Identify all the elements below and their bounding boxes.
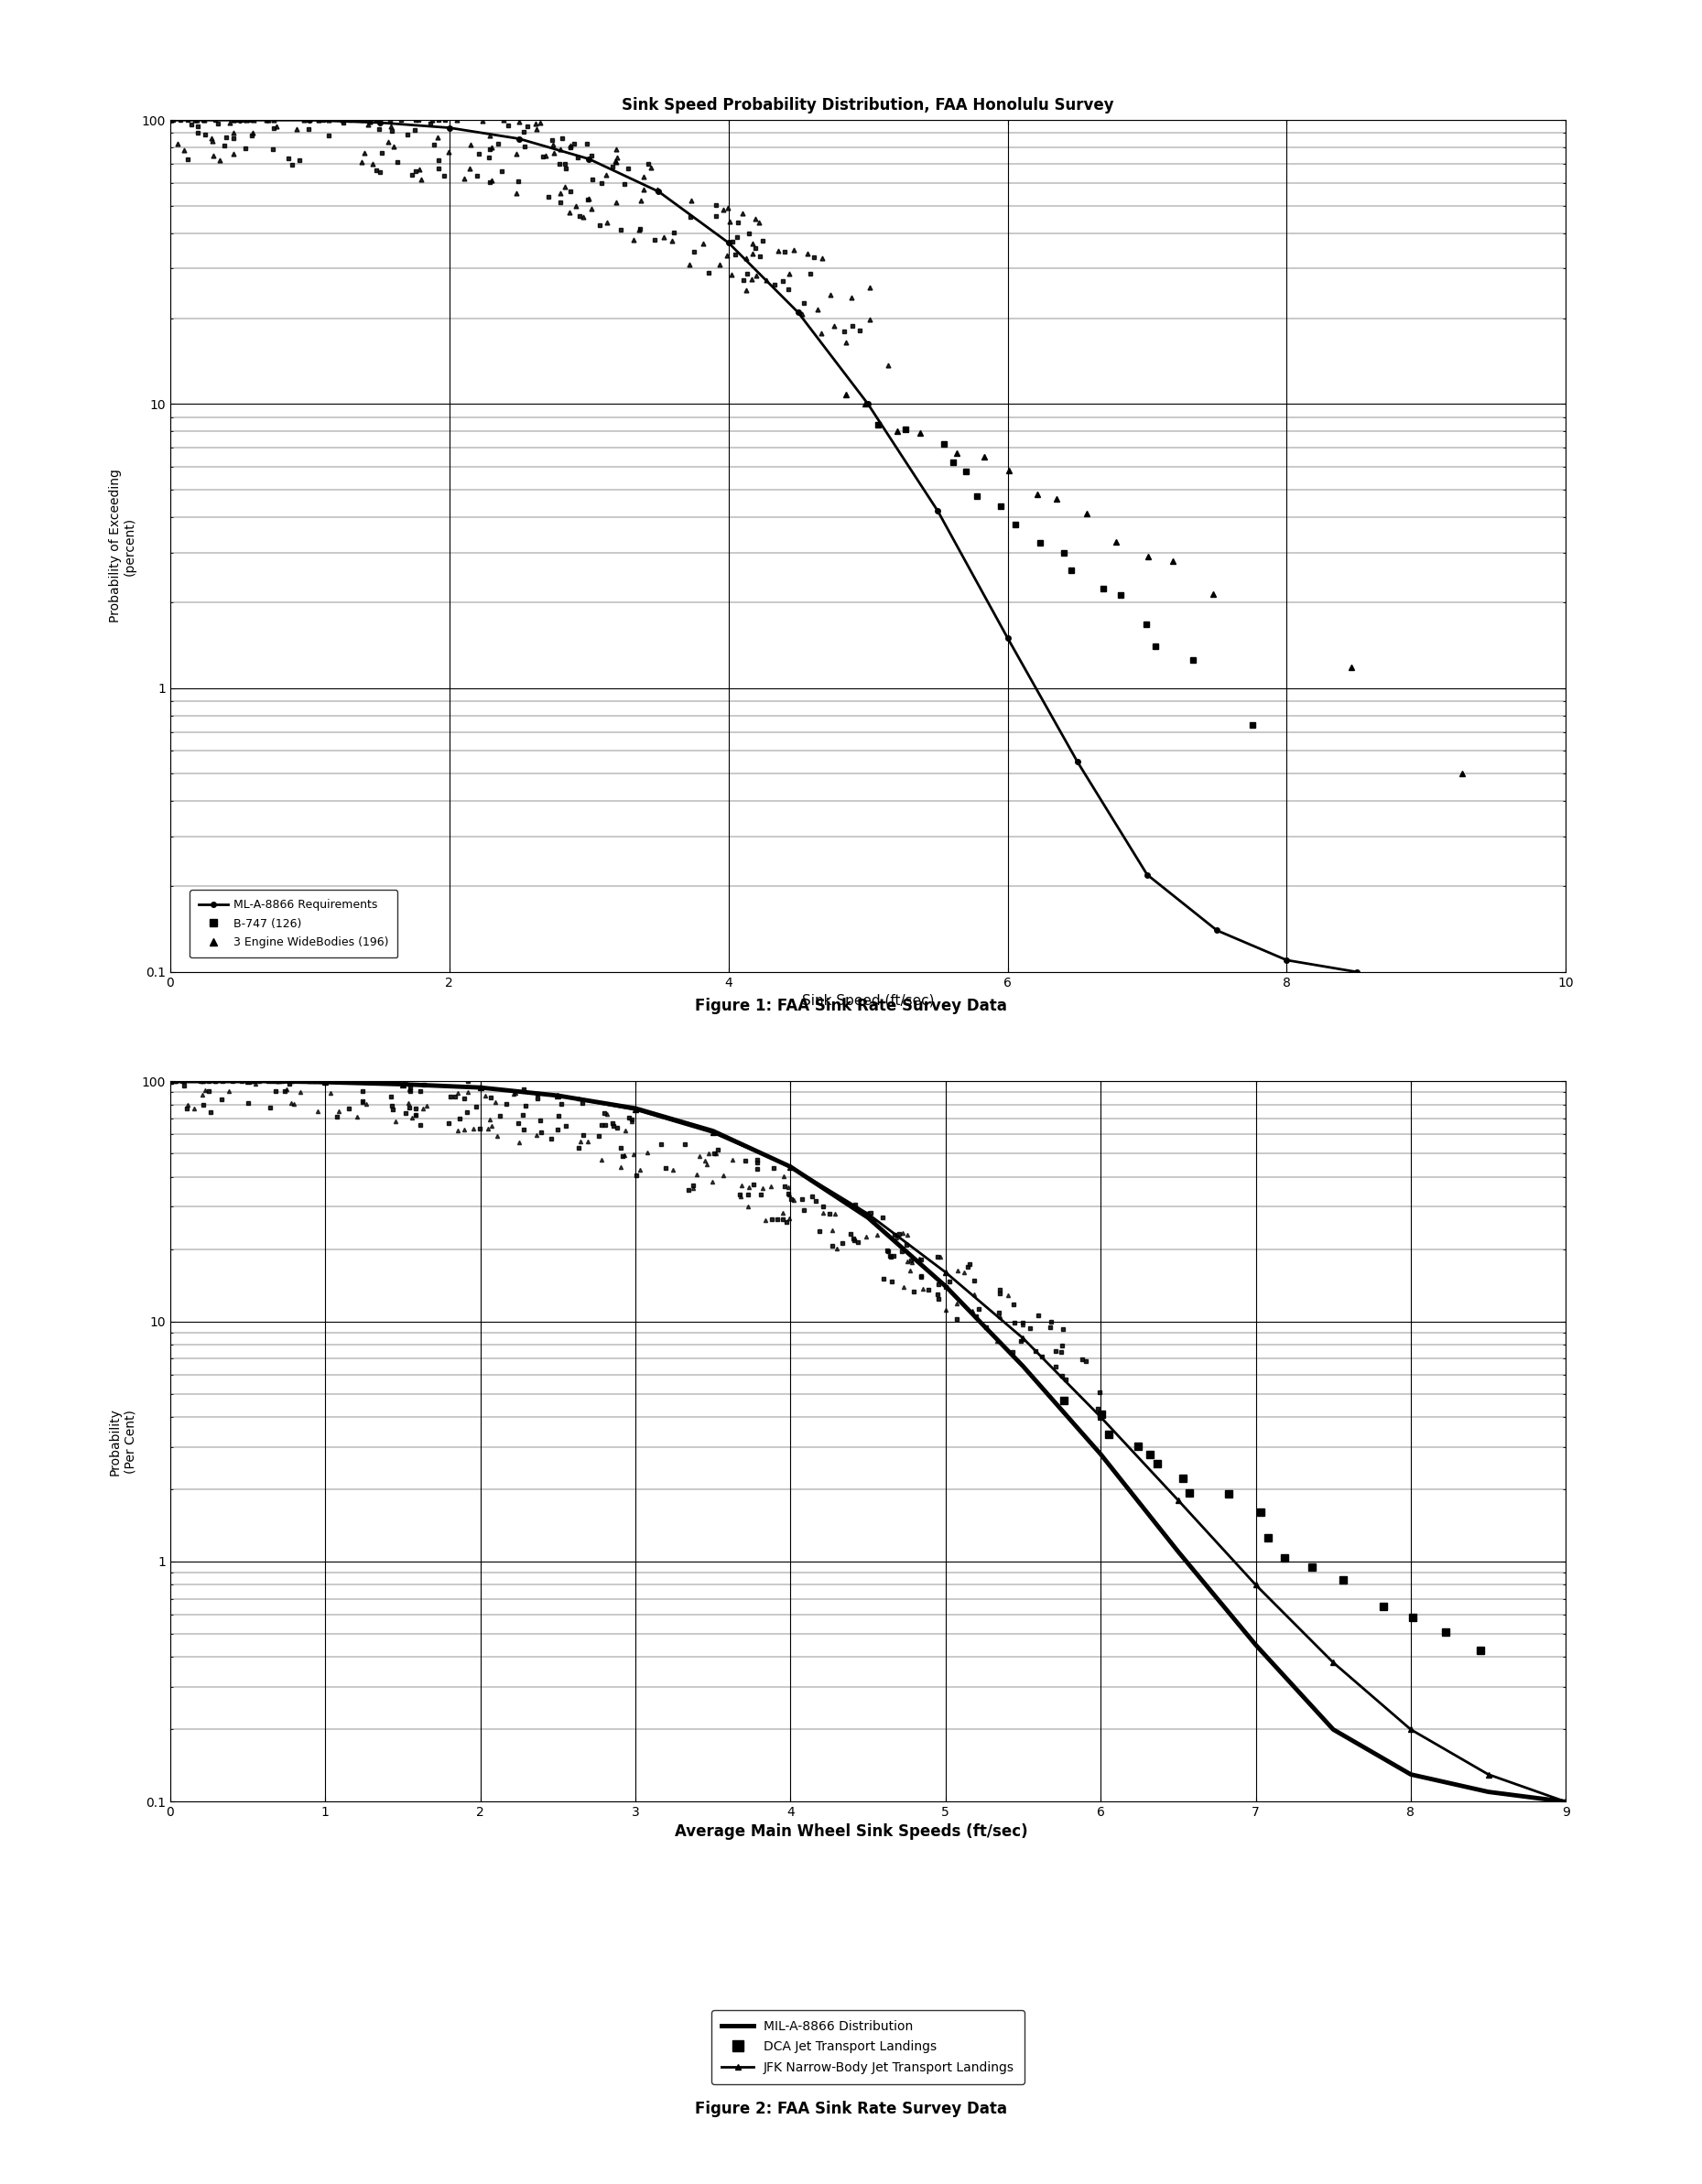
- JFK Narrow-Body Jet Transport Landings: [936, 1260, 957, 1286]
- X-axis label: Sink Speed (ft/sec): Sink Speed (ft/sec): [802, 994, 934, 1009]
- MIL-A-8866 Distribution: [254, 1068, 274, 1094]
- JFK Narrow-Body Jet Transport Landings: [1246, 1572, 1266, 1599]
- MIL-A-8866 Distribution: [548, 1083, 568, 1109]
- JFK Narrow-Body Jet Transport Landings: [1168, 1487, 1188, 1514]
- MIL-A-8866 Distribution: [1477, 1778, 1498, 1804]
- JFK Narrow-Body Jet Transport Landings: [548, 1083, 568, 1109]
- ML-A-8866 Requirements: [1276, 948, 1297, 974]
- Text: Average Main Wheel Sink Speeds (ft/sec): Average Main Wheel Sink Speeds (ft/sec): [674, 1824, 1028, 1841]
- MIL-A-8866 Distribution: [703, 1118, 723, 1144]
- MIL-A-8866 Distribution: [1556, 1789, 1576, 1815]
- MIL-A-8866 Distribution: [470, 1075, 490, 1101]
- ML-A-8866 Requirements: [648, 179, 669, 205]
- ML-A-8866 Requirements: [1346, 959, 1367, 985]
- JFK Narrow-Body Jet Transport Landings: [1401, 1717, 1421, 1743]
- MIL-A-8866 Distribution: [1246, 1631, 1266, 1658]
- MIL-A-8866 Distribution: [206, 1068, 226, 1094]
- ML-A-8866 Requirements: [928, 498, 948, 524]
- ML-A-8866 Requirements: [439, 114, 460, 140]
- MIL-A-8866 Distribution: [1401, 1760, 1421, 1787]
- JFK Narrow-Body Jet Transport Landings: [238, 1068, 259, 1094]
- ML-A-8866 Requirements: [300, 107, 320, 133]
- JFK Narrow-Body Jet Transport Landings: [1013, 1326, 1033, 1352]
- Legend: MIL-A-8866 Distribution, DCA Jet Transport Landings, JFK Narrow-Body Jet Transpo: MIL-A-8866 Distribution, DCA Jet Transpo…: [711, 2009, 1025, 2084]
- JFK Narrow-Body Jet Transport Landings: [393, 1070, 414, 1096]
- Legend: ML-A-8866 Requirements, B-747 (126), 3 Engine WideBodies (196): ML-A-8866 Requirements, B-747 (126), 3 E…: [191, 889, 398, 957]
- Text: Figure 2: FAA Sink Rate Survey Data: Figure 2: FAA Sink Rate Survey Data: [694, 2101, 1008, 2118]
- JFK Narrow-Body Jet Transport Landings: [780, 1153, 800, 1179]
- JFK Narrow-Body Jet Transport Landings: [1477, 1760, 1498, 1787]
- Line: ML-A-8866 Requirements: ML-A-8866 Requirements: [168, 118, 1358, 974]
- ML-A-8866 Requirements: [858, 391, 878, 417]
- Text: Figure 1: FAA Sink Rate Survey Data: Figure 1: FAA Sink Rate Survey Data: [694, 998, 1008, 1016]
- JFK Narrow-Body Jet Transport Landings: [703, 1120, 723, 1147]
- JFK Narrow-Body Jet Transport Landings: [160, 1068, 180, 1094]
- JFK Narrow-Body Jet Transport Landings: [1091, 1404, 1111, 1431]
- ML-A-8866 Requirements: [788, 299, 808, 325]
- MIL-A-8866 Distribution: [315, 1068, 335, 1094]
- Y-axis label: Probability
(Per Cent): Probability (Per Cent): [109, 1409, 136, 1474]
- Y-axis label: Probability of Exceeding
(percent): Probability of Exceeding (percent): [109, 470, 136, 622]
- MIL-A-8866 Distribution: [780, 1153, 800, 1179]
- MIL-A-8866 Distribution: [1168, 1538, 1188, 1564]
- JFK Narrow-Body Jet Transport Landings: [625, 1096, 645, 1123]
- Line: MIL-A-8866 Distribution: MIL-A-8866 Distribution: [170, 1081, 1566, 1802]
- ML-A-8866 Requirements: [369, 109, 390, 135]
- MIL-A-8866 Distribution: [858, 1206, 878, 1232]
- MIL-A-8866 Distribution: [393, 1070, 414, 1096]
- MIL-A-8866 Distribution: [1091, 1441, 1111, 1468]
- Line: JFK Narrow-Body Jet Transport Landings: JFK Narrow-Body Jet Transport Landings: [168, 1079, 1568, 1804]
- ML-A-8866 Requirements: [160, 107, 180, 133]
- MIL-A-8866 Distribution: [1013, 1354, 1033, 1380]
- ML-A-8866 Requirements: [579, 146, 599, 173]
- ML-A-8866 Requirements: [997, 625, 1018, 651]
- Title: Sink Speed Probability Distribution, FAA Honolulu Survey: Sink Speed Probability Distribution, FAA…: [621, 96, 1115, 114]
- ML-A-8866 Requirements: [718, 229, 739, 256]
- MIL-A-8866 Distribution: [625, 1094, 645, 1120]
- MIL-A-8866 Distribution: [160, 1068, 180, 1094]
- MIL-A-8866 Distribution: [936, 1273, 957, 1299]
- ML-A-8866 Requirements: [509, 127, 529, 153]
- JFK Narrow-Body Jet Transport Landings: [1556, 1789, 1576, 1815]
- ML-A-8866 Requirements: [1207, 917, 1227, 943]
- ML-A-8866 Requirements: [1067, 749, 1088, 775]
- JFK Narrow-Body Jet Transport Landings: [858, 1201, 878, 1227]
- ML-A-8866 Requirements: [1137, 860, 1157, 887]
- ML-A-8866 Requirements: [230, 107, 250, 133]
- JFK Narrow-Body Jet Transport Landings: [1322, 1649, 1343, 1675]
- MIL-A-8866 Distribution: [1322, 1717, 1343, 1743]
- JFK Narrow-Body Jet Transport Landings: [470, 1075, 490, 1101]
- JFK Narrow-Body Jet Transport Landings: [315, 1068, 335, 1094]
